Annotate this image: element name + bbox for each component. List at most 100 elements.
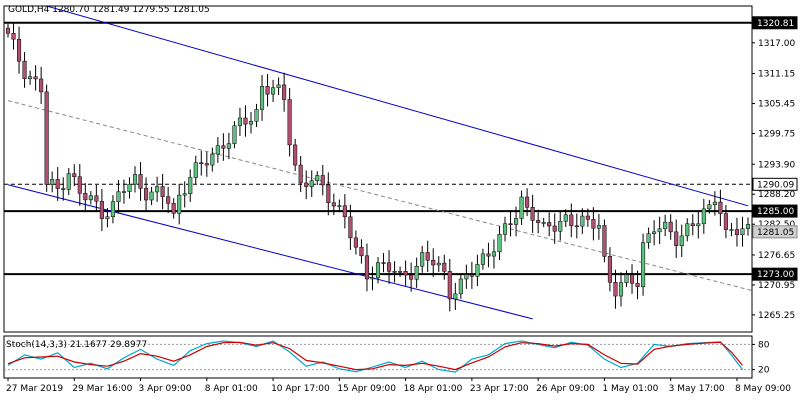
candle-body (491, 251, 497, 257)
candle-body (685, 223, 690, 237)
candle (618, 272, 624, 307)
candle-body (121, 191, 127, 193)
candle-body (403, 271, 408, 276)
price-tick-label: 1293.90 (758, 160, 795, 170)
candle (177, 184, 182, 225)
candle-body (105, 216, 110, 219)
candle (215, 137, 220, 163)
candle-body (193, 162, 198, 178)
candle (745, 217, 751, 236)
candle (22, 52, 27, 88)
candle-body (745, 224, 751, 229)
candle-body (359, 246, 364, 257)
candle (309, 170, 314, 198)
stochastic-tick-label: 20 (758, 366, 770, 376)
candle-body (574, 225, 579, 228)
candle (259, 74, 265, 121)
candle (514, 206, 519, 237)
candle (66, 168, 71, 196)
candle (497, 226, 502, 261)
time-tick-label: 18 Apr 01:00 (404, 384, 463, 394)
candle (734, 217, 740, 247)
price-tick-label: 1305.45 (758, 100, 795, 110)
stochastic-main-line (7, 340, 743, 373)
candle-body (475, 264, 480, 277)
candle-body (199, 162, 204, 165)
candle (403, 260, 408, 286)
candle (370, 266, 375, 291)
candle (536, 209, 541, 234)
price-tag-box (752, 225, 798, 239)
stochastic-tick-label: 80 (758, 340, 770, 350)
candle-body (204, 163, 209, 166)
candle-body (94, 195, 99, 202)
candle (431, 248, 436, 277)
candle-body (138, 174, 143, 189)
candle (525, 188, 530, 217)
candle (729, 222, 734, 237)
price-tag-label: 1281.05 (757, 228, 794, 238)
candle-body (712, 201, 717, 205)
candle-body (469, 274, 474, 277)
candle-body (188, 177, 193, 194)
candle (359, 239, 364, 264)
stochastic-frame (3, 335, 753, 379)
candle-body (83, 193, 88, 201)
candle (740, 216, 745, 247)
candle (116, 180, 121, 214)
candle-body (282, 84, 287, 100)
candle (265, 74, 270, 107)
candle (696, 211, 701, 239)
candle-body (39, 78, 44, 93)
trendline-channel-upper (44, 6, 749, 207)
candle (668, 214, 673, 240)
time-axis: 27 Mar 2019 29 Mar 16:00 3 Apr 09:00 8 Apr … (6, 378, 791, 394)
candle (44, 84, 49, 192)
candle-body (232, 125, 237, 144)
candle (519, 190, 524, 225)
candle (602, 219, 607, 263)
candle-body (331, 202, 336, 207)
candle-body (525, 196, 530, 208)
candle (315, 171, 320, 186)
candle-body (259, 86, 265, 110)
candle-body (646, 233, 651, 243)
candle (293, 138, 298, 172)
candle-body (99, 201, 104, 219)
candle (574, 213, 579, 239)
candle (552, 213, 557, 244)
time-tick-label: 1 May 01:00 (602, 384, 658, 394)
candle-body (502, 223, 508, 235)
candle (50, 171, 55, 193)
candle (254, 103, 259, 127)
candle-body (436, 262, 441, 266)
candle-body (348, 216, 353, 239)
candle (442, 254, 447, 280)
candle-body (182, 193, 187, 196)
candle (480, 248, 485, 270)
candle (453, 282, 458, 311)
price-tag-box (752, 16, 798, 30)
candle (204, 151, 209, 177)
candle (596, 213, 601, 240)
candle-body (453, 293, 458, 300)
candle-body (547, 222, 552, 227)
stochastic-plot (3, 335, 753, 379)
candle (243, 105, 248, 137)
candle-body (320, 175, 325, 186)
candle (210, 147, 215, 172)
candle-body (309, 180, 314, 187)
candle-body (160, 186, 165, 197)
candle (436, 256, 441, 272)
candle (28, 70, 33, 85)
candle (712, 191, 717, 216)
candle-body (690, 223, 695, 227)
candle-body (33, 76, 38, 80)
candle (110, 195, 115, 224)
candle (458, 273, 463, 299)
candle-body (17, 38, 22, 62)
candle (121, 179, 127, 204)
candle (718, 189, 723, 227)
